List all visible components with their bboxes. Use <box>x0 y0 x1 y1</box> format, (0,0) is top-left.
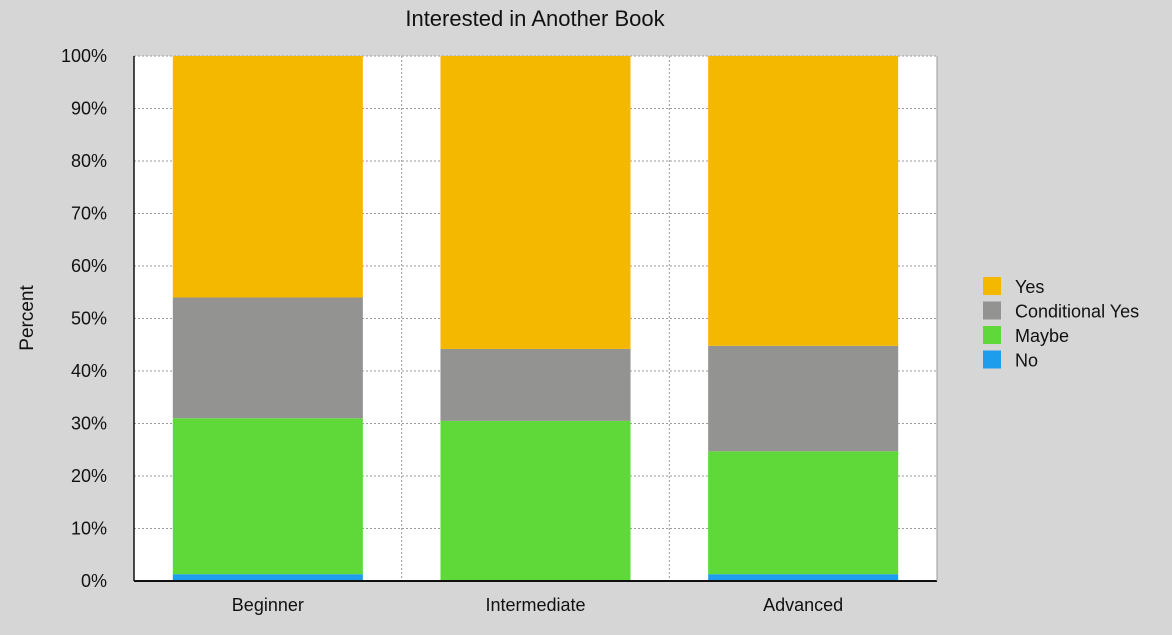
y-tick-label: 80% <box>71 151 107 171</box>
legend-label: Conditional Yes <box>1015 302 1139 322</box>
legend-label: Yes <box>1015 277 1044 297</box>
chart-title: Interested in Another Book <box>405 6 665 31</box>
legend-swatch <box>983 350 1001 369</box>
bar-segment <box>708 345 899 452</box>
legend-swatch <box>983 301 1001 320</box>
legend-label: No <box>1015 351 1038 371</box>
bar-segment <box>172 574 363 581</box>
legend-swatch <box>983 277 1001 295</box>
bar-segment <box>708 574 899 581</box>
y-tick-label: 0% <box>81 571 107 591</box>
y-tick-label: 40% <box>71 361 107 381</box>
y-tick-label: 70% <box>71 204 107 224</box>
legend-swatch <box>983 326 1001 344</box>
bar-segment <box>172 297 363 419</box>
y-tick-label: 50% <box>71 309 107 329</box>
bars <box>172 56 899 581</box>
bar-segment <box>440 348 631 421</box>
y-tick-label: 20% <box>71 466 107 486</box>
x-tick-label: Intermediate <box>485 595 585 615</box>
bar-segment <box>708 56 899 346</box>
y-axis-label: Percent <box>17 285 38 351</box>
x-tick-label: Beginner <box>232 595 304 615</box>
bar-segment <box>440 56 631 349</box>
bar-segment <box>172 418 363 575</box>
y-tick-label: 60% <box>71 256 107 276</box>
bar-segment <box>440 420 631 581</box>
legend-label: Maybe <box>1015 326 1069 346</box>
y-tick-label: 90% <box>71 99 107 119</box>
bar-segment <box>708 451 899 575</box>
y-tick-label: 100% <box>61 46 107 66</box>
bar-segment <box>172 56 363 298</box>
x-tick-label: Advanced <box>763 595 843 615</box>
y-tick-label: 10% <box>71 519 107 539</box>
axes: 0% 10% 20% 30% 40% 50% 60% 70% 80% 90% 100% Beginne… <box>61 46 938 615</box>
y-tick-label: 30% <box>71 414 107 434</box>
legend: Yes Conditional Yes Maybe No <box>983 277 1139 371</box>
